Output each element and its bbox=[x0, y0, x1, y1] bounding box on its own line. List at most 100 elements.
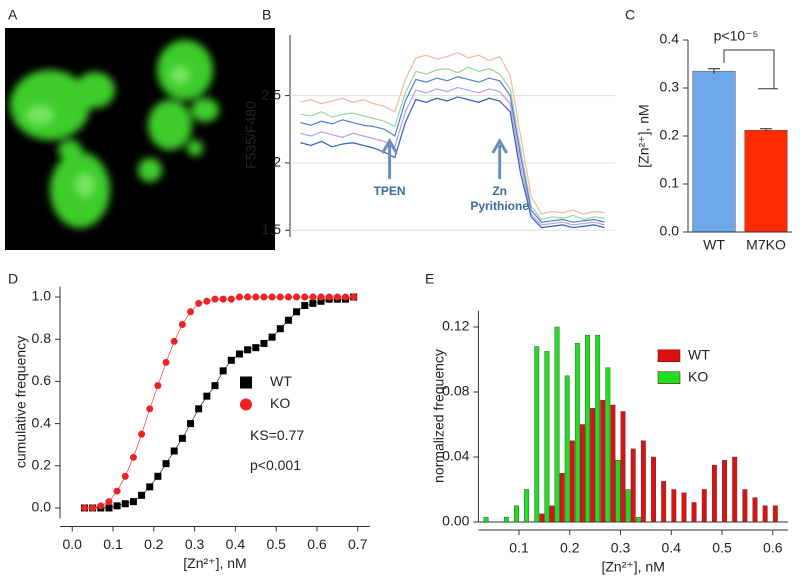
x-tick-label: M7KO bbox=[746, 237, 786, 253]
bar bbox=[610, 404, 616, 523]
error-bar bbox=[760, 128, 772, 132]
x-tick-label: 0.4 bbox=[226, 536, 246, 552]
point bbox=[89, 504, 97, 512]
bar bbox=[574, 343, 580, 523]
point bbox=[276, 325, 284, 333]
x-tick-label: 0.2 bbox=[144, 536, 164, 552]
legend-label: WT bbox=[270, 373, 292, 389]
legend-swatch bbox=[240, 398, 252, 411]
point bbox=[178, 434, 186, 442]
significance-bracket bbox=[723, 49, 778, 90]
point bbox=[187, 308, 195, 316]
point bbox=[244, 346, 252, 354]
bar bbox=[534, 346, 540, 523]
panel-label: E bbox=[425, 271, 434, 287]
y-tick-label: 0.2 bbox=[32, 456, 52, 472]
point bbox=[170, 337, 178, 345]
y-tick-label: 0.12 bbox=[442, 318, 469, 334]
point bbox=[154, 472, 162, 480]
point bbox=[219, 295, 227, 303]
annotation: p<10⁻⁵ bbox=[714, 28, 759, 44]
bar bbox=[635, 516, 641, 523]
y-tick-label: 0.2 bbox=[660, 127, 680, 143]
point bbox=[195, 405, 203, 413]
y-tick-label: 0.00 bbox=[442, 513, 469, 529]
x-tick-label: 0.0 bbox=[63, 536, 83, 552]
x-tick-label: 0.1 bbox=[509, 540, 529, 556]
bar bbox=[742, 489, 748, 523]
bar bbox=[625, 489, 631, 523]
y-tick-label: 1.5 bbox=[262, 221, 282, 237]
point bbox=[146, 405, 154, 413]
y-tick-label: 0.0 bbox=[32, 499, 52, 515]
bar bbox=[691, 502, 697, 523]
x-tick-label: 0.4 bbox=[662, 540, 682, 556]
bar bbox=[595, 334, 601, 523]
point bbox=[113, 487, 121, 495]
trace bbox=[300, 51, 605, 215]
point bbox=[162, 460, 170, 468]
trace bbox=[300, 66, 605, 221]
bar bbox=[600, 399, 606, 523]
point bbox=[170, 447, 178, 455]
legend-swatch bbox=[240, 376, 252, 389]
point bbox=[301, 293, 309, 301]
point bbox=[138, 430, 146, 438]
y-tick-label: 0.4 bbox=[660, 31, 680, 47]
trace bbox=[300, 86, 605, 226]
bar bbox=[692, 70, 736, 233]
y-axis-label: normalized frequency bbox=[431, 349, 447, 483]
point bbox=[235, 293, 243, 301]
x-tick-label: WT bbox=[703, 237, 725, 253]
legend-label: WT bbox=[688, 346, 710, 362]
point bbox=[260, 293, 268, 301]
point bbox=[284, 316, 292, 324]
bar bbox=[585, 334, 590, 523]
bar bbox=[503, 516, 509, 523]
y-tick-label: 1.0 bbox=[32, 288, 52, 304]
x-tick-label: 0.7 bbox=[348, 536, 368, 552]
bar bbox=[711, 464, 717, 523]
x-tick-label: 0.6 bbox=[763, 540, 783, 556]
panel-label: A bbox=[8, 7, 18, 23]
bar bbox=[590, 408, 596, 523]
bar bbox=[539, 513, 545, 523]
y-tick-label: 0.04 bbox=[442, 448, 469, 464]
point bbox=[211, 382, 219, 390]
bar bbox=[559, 473, 565, 523]
y-axis-label: cumulative frequency bbox=[13, 336, 29, 468]
point bbox=[268, 333, 276, 341]
bar bbox=[569, 440, 575, 523]
bar bbox=[732, 456, 738, 523]
arrow bbox=[491, 138, 508, 179]
point bbox=[293, 293, 301, 301]
panel-label: D bbox=[8, 271, 18, 287]
annotation: Zn Pyrithione bbox=[470, 184, 530, 213]
point bbox=[342, 293, 350, 301]
bar bbox=[483, 516, 489, 523]
point bbox=[105, 504, 113, 512]
connector bbox=[84, 296, 354, 509]
x-tick-label: 0.2 bbox=[560, 540, 580, 556]
y-tick-label: 0.0 bbox=[660, 223, 680, 239]
panel-label: B bbox=[262, 7, 271, 23]
x-axis-label: [Zn²⁺], nM bbox=[601, 559, 664, 575]
bar bbox=[564, 375, 570, 523]
point bbox=[113, 502, 121, 510]
bar bbox=[549, 505, 555, 523]
y-tick-label: 0.3 bbox=[660, 79, 680, 95]
arrow bbox=[381, 138, 398, 179]
point bbox=[211, 295, 219, 303]
trace bbox=[300, 76, 605, 223]
point bbox=[178, 320, 186, 328]
legend-label: KO bbox=[270, 395, 290, 411]
bar bbox=[580, 424, 585, 523]
point bbox=[97, 502, 105, 510]
point bbox=[105, 498, 113, 506]
point bbox=[260, 339, 268, 347]
point bbox=[203, 392, 211, 400]
annotation: KS=0.77 bbox=[250, 427, 304, 443]
point bbox=[121, 500, 129, 508]
x-tick-label: 0.1 bbox=[103, 536, 123, 552]
